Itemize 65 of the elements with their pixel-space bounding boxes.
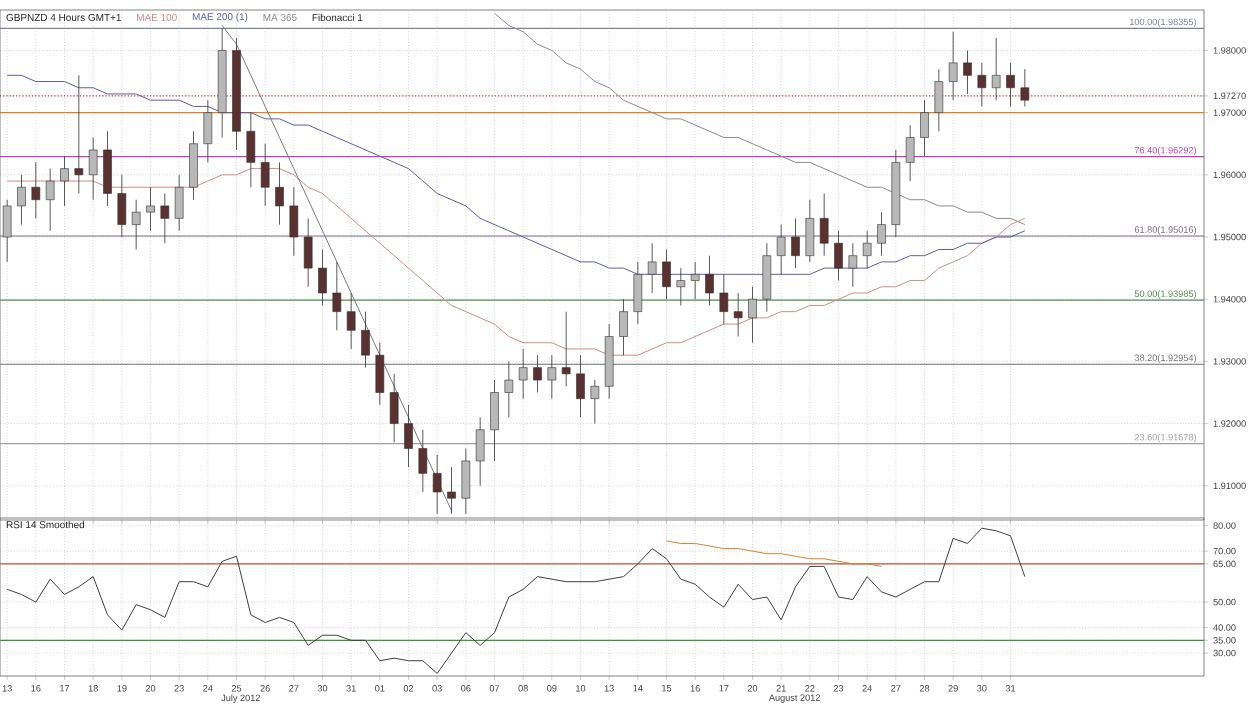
candlestick xyxy=(533,354,542,393)
candlestick xyxy=(375,342,385,406)
candlestick xyxy=(475,416,485,487)
candlestick xyxy=(633,261,643,325)
candlestick xyxy=(74,74,84,194)
candlestick xyxy=(289,186,299,257)
candlestick xyxy=(203,99,213,163)
candlestick xyxy=(246,112,256,188)
candlestick xyxy=(189,130,198,201)
candlestick xyxy=(303,217,313,288)
candlestick xyxy=(432,454,442,515)
candlestick xyxy=(31,161,41,219)
candlestick xyxy=(791,217,800,269)
candlestick xyxy=(88,137,98,201)
candlestick xyxy=(160,193,170,244)
candlestick xyxy=(174,174,184,232)
candlestick xyxy=(361,311,370,369)
candlestick xyxy=(805,199,815,263)
candlestick xyxy=(60,155,69,207)
candlestick xyxy=(504,361,514,418)
candlestick xyxy=(518,348,528,400)
candlestick xyxy=(733,292,743,337)
candlestick xyxy=(1020,68,1030,107)
candlestick xyxy=(490,379,499,462)
candlestick xyxy=(877,211,886,257)
candlestick xyxy=(418,429,428,493)
candlestick xyxy=(905,124,915,182)
candlestick xyxy=(103,130,112,207)
candlestick xyxy=(776,224,786,275)
candlestick xyxy=(920,99,929,157)
candlestick xyxy=(117,174,127,238)
candlestick xyxy=(547,354,557,400)
candlestick xyxy=(819,193,829,257)
candlestick xyxy=(934,68,944,132)
candlestick xyxy=(260,143,270,207)
candlestick xyxy=(762,242,772,313)
candlestick xyxy=(977,62,987,107)
candlestick xyxy=(146,186,155,232)
candlestick xyxy=(1006,62,1015,107)
candlestick xyxy=(447,466,456,515)
candlestick xyxy=(590,379,600,424)
candlestick xyxy=(389,373,399,443)
candlestick xyxy=(576,354,585,418)
candlestick xyxy=(848,242,858,288)
candlestick xyxy=(834,230,843,281)
candlestick xyxy=(619,298,628,356)
candlestick xyxy=(719,273,729,325)
candlestick xyxy=(275,161,284,225)
candlestick xyxy=(963,50,972,95)
candlestick xyxy=(404,404,413,468)
candlestick xyxy=(346,292,356,350)
candlestick xyxy=(561,311,571,387)
candlestick xyxy=(662,249,671,300)
candlestick xyxy=(862,230,872,269)
candlestick xyxy=(991,37,1001,101)
candlestick xyxy=(705,255,714,306)
candlestick xyxy=(45,168,55,232)
candlestick xyxy=(690,261,700,300)
candlestick xyxy=(748,286,757,344)
candlestick xyxy=(676,267,686,306)
candlestick xyxy=(647,242,657,294)
candlestick xyxy=(17,174,26,225)
candlestick xyxy=(131,199,141,250)
candlestick xyxy=(332,261,342,331)
candlestick xyxy=(318,249,327,306)
